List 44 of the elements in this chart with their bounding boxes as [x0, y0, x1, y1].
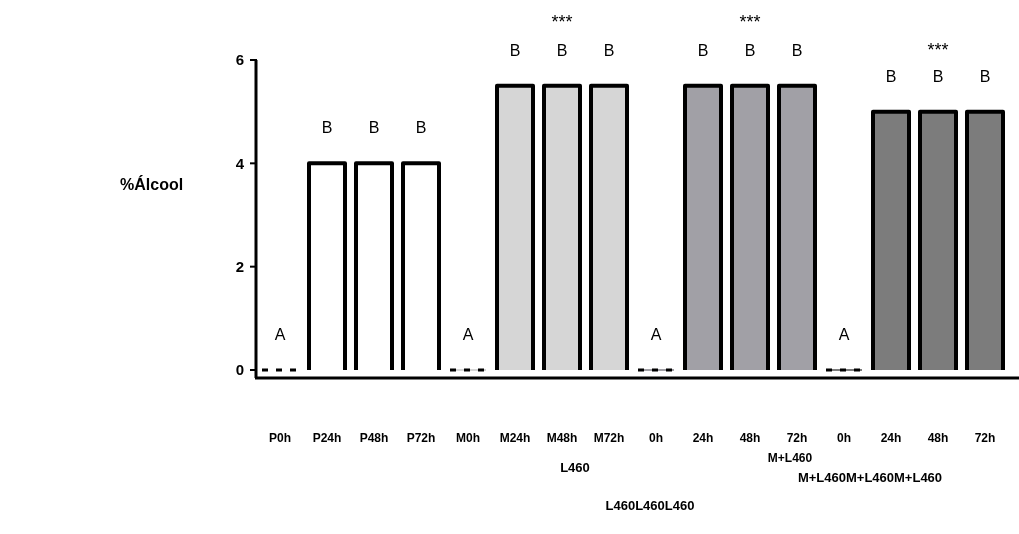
x-tick-label: P48h [359, 431, 389, 445]
x-tick-label: 0h [648, 431, 664, 445]
text: L460 [560, 460, 590, 475]
y-tick-label: 6 [235, 51, 244, 69]
data-label: B [932, 67, 944, 85]
data-label: A [274, 326, 286, 343]
data-label: B [979, 67, 991, 85]
data-label: B [368, 119, 380, 137]
x-tick-label: M24h [499, 431, 531, 445]
data-label: B [744, 41, 756, 59]
x-tick-label: 48h [927, 431, 949, 445]
x-tick-label: 72h [974, 431, 996, 445]
x-tick-label: 24h [880, 431, 902, 445]
x-tick-label: 72h [786, 431, 808, 445]
text: *** [551, 12, 573, 32]
x-tick-label: P72h [406, 431, 436, 445]
y-tick-label: 0 [235, 361, 244, 379]
text: *** [739, 12, 761, 32]
data-label: B [885, 67, 897, 85]
data-label: A [650, 326, 662, 343]
text: M+L460M+L460M+L460 [797, 470, 943, 485]
x-tick-label: 24h [692, 431, 714, 445]
data-label: B [415, 119, 427, 137]
text: L460L460L460 [605, 498, 695, 513]
x-tick-label: 48h [739, 431, 761, 445]
data-label: B [697, 41, 709, 59]
x-tick-label: P0h [268, 431, 292, 445]
data-label: A [838, 326, 850, 343]
data-label: B [603, 41, 615, 59]
y-tick-label: 2 [235, 257, 244, 275]
annotation: *** [927, 40, 949, 60]
data-label: B [509, 41, 521, 59]
y-tick-label: 4 [235, 154, 245, 172]
x-tick-label: 0h [836, 431, 852, 445]
data-label: A [462, 326, 474, 343]
x-tick-label: M48h [546, 431, 578, 445]
text: M+L460 [767, 451, 813, 465]
data-label: B [556, 41, 568, 59]
x-tick-label: P24h [312, 431, 342, 445]
x-tick-label: M72h [593, 431, 625, 445]
y-axis-title: %Álcool [120, 175, 184, 193]
data-label: B [321, 119, 333, 137]
data-label: B [791, 41, 803, 59]
x-tick-label: M0h [456, 431, 480, 445]
